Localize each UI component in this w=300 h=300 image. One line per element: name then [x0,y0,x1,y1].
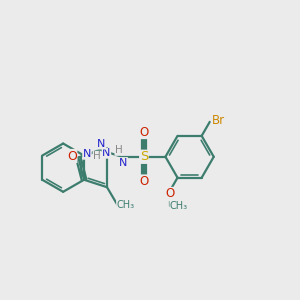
Text: N: N [119,158,128,168]
Text: N: N [102,148,111,158]
Text: S: S [140,150,148,163]
Text: H: H [115,145,123,155]
Text: N: N [97,139,106,149]
Text: O: O [139,175,148,188]
Text: O: O [166,188,175,200]
Text: Br: Br [212,114,225,127]
Text: CH₃: CH₃ [117,200,135,211]
Text: O: O [67,149,77,163]
Text: H: H [93,151,101,161]
Text: N: N [83,149,91,159]
Text: CH₃: CH₃ [170,201,188,211]
Text: O: O [139,125,148,139]
